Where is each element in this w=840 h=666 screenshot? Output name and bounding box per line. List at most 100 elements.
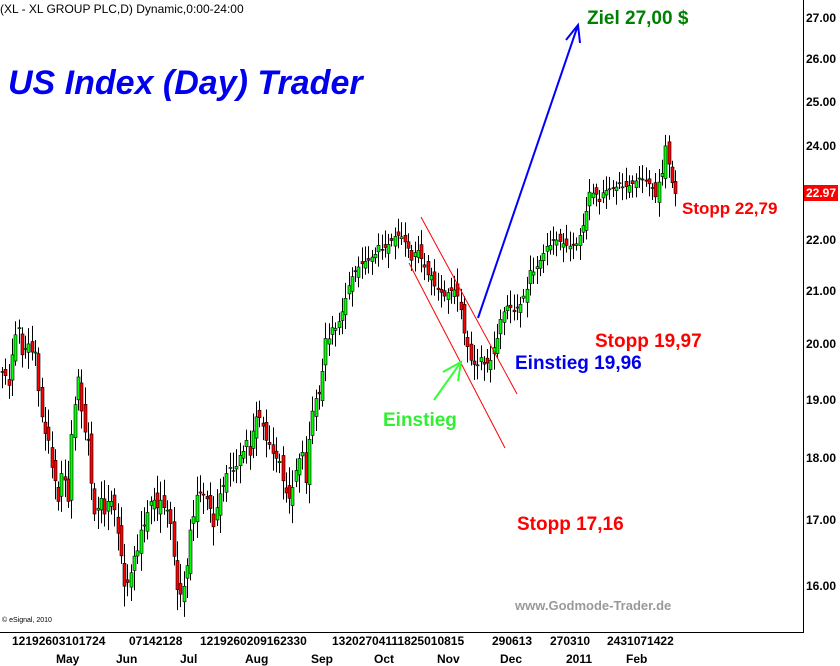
candle-body bbox=[271, 444, 276, 454]
x-day-group: 270310 bbox=[550, 634, 591, 648]
candle-body bbox=[389, 238, 394, 241]
candle-body bbox=[386, 244, 391, 254]
target-label: Ziel 27,00 $ bbox=[587, 8, 689, 29]
candle-body bbox=[673, 181, 678, 194]
candle-body bbox=[574, 243, 579, 246]
candle-body bbox=[541, 253, 546, 261]
x-day-group: 07142128 bbox=[129, 634, 183, 648]
x-month: Jul bbox=[180, 652, 198, 666]
candle-body bbox=[459, 301, 464, 311]
target-arrow-head bbox=[565, 22, 581, 44]
candle-body bbox=[564, 238, 569, 246]
stop-1716-label: Stopp 17,16 bbox=[517, 514, 624, 535]
candle-body bbox=[188, 529, 193, 574]
candle-body bbox=[66, 478, 71, 502]
entry-label: Einstieg 19,96 bbox=[515, 353, 642, 374]
candle-body bbox=[475, 364, 480, 367]
y-tick-label: 24.00 bbox=[806, 138, 837, 153]
candle-body bbox=[251, 430, 256, 449]
candle-body bbox=[640, 178, 645, 181]
candle-body bbox=[307, 438, 312, 485]
candle-body bbox=[129, 572, 134, 588]
candle-body bbox=[607, 188, 612, 191]
candle-body bbox=[83, 404, 88, 433]
candle-body bbox=[26, 343, 31, 353]
candle-body bbox=[40, 386, 45, 418]
candle-body bbox=[241, 451, 246, 459]
candles bbox=[0, 134, 678, 617]
candle-body bbox=[320, 371, 325, 402]
y-tick-label: 20.00 bbox=[806, 336, 837, 351]
candle-body bbox=[670, 166, 675, 184]
channel-upper-line bbox=[420, 216, 518, 395]
candle-body bbox=[36, 353, 41, 392]
y-tick-label: 17.00 bbox=[806, 513, 837, 528]
candle-body bbox=[290, 487, 295, 506]
candle-body bbox=[7, 379, 12, 386]
entry-arrow-line bbox=[433, 361, 462, 401]
candle-body bbox=[297, 458, 302, 476]
candle-body bbox=[396, 231, 401, 236]
candle-body bbox=[195, 494, 200, 523]
candle-body bbox=[10, 354, 15, 381]
candle-body bbox=[310, 410, 315, 436]
candle-body bbox=[76, 376, 81, 401]
entry-arrow-head bbox=[442, 360, 463, 382]
candle-body bbox=[350, 276, 355, 292]
candle-body bbox=[485, 357, 490, 364]
x-month: Feb bbox=[626, 652, 648, 666]
entry-arrow-label: Einstieg bbox=[383, 410, 457, 431]
candle-body bbox=[554, 239, 559, 246]
x-day-group: 1219260209162330 bbox=[200, 634, 307, 648]
candle-body bbox=[20, 333, 25, 356]
candle-body bbox=[122, 563, 127, 587]
candle-body bbox=[149, 501, 154, 506]
candle-body bbox=[667, 141, 672, 165]
candle-body bbox=[46, 426, 51, 441]
candle-body bbox=[162, 495, 167, 509]
y-tick-label: 26.00 bbox=[806, 51, 837, 66]
candle-body bbox=[125, 579, 130, 583]
candle-body bbox=[422, 264, 427, 268]
candle-body bbox=[234, 466, 239, 470]
candle-body bbox=[419, 244, 424, 260]
chart-header: (XL - XL GROUP PLC,D) Dynamic,0:00-24:00 bbox=[0, 2, 244, 16]
candle-body bbox=[112, 494, 117, 511]
candle-body bbox=[172, 521, 177, 557]
candle-body bbox=[528, 270, 533, 284]
candle-body bbox=[208, 495, 213, 509]
candle-body bbox=[73, 404, 78, 438]
candle-body bbox=[581, 225, 586, 233]
candle-body bbox=[109, 501, 114, 507]
candle-body bbox=[614, 186, 619, 191]
y-tick-label: 22.00 bbox=[806, 233, 837, 248]
candle-body bbox=[317, 391, 322, 395]
candle-body bbox=[218, 493, 223, 516]
candle-body bbox=[264, 422, 269, 441]
candle-body bbox=[413, 252, 418, 257]
candle-body bbox=[393, 236, 398, 247]
candle-body bbox=[482, 362, 487, 365]
candle-body bbox=[23, 347, 28, 350]
candle-body bbox=[624, 180, 629, 188]
y-tick-label: 21.00 bbox=[806, 283, 837, 298]
candle-body bbox=[277, 461, 282, 463]
candle-body bbox=[198, 491, 203, 494]
candle-body bbox=[56, 486, 61, 502]
candle-body bbox=[158, 499, 163, 515]
candle-body bbox=[538, 260, 543, 269]
copyright: © eSignal, 2010 bbox=[2, 617, 52, 624]
candle-body bbox=[152, 499, 157, 510]
candle-body bbox=[531, 271, 536, 276]
candle-body bbox=[465, 337, 470, 348]
candle-body bbox=[17, 327, 22, 330]
x-month: Sep bbox=[311, 652, 334, 666]
candle-body bbox=[584, 210, 589, 231]
candle-body bbox=[102, 498, 107, 515]
stop-1997-label: Stopp 19,97 bbox=[595, 331, 702, 352]
candle-body bbox=[403, 234, 408, 243]
candle-body bbox=[591, 192, 596, 199]
candle-body bbox=[244, 440, 249, 447]
candle-body bbox=[294, 470, 299, 482]
